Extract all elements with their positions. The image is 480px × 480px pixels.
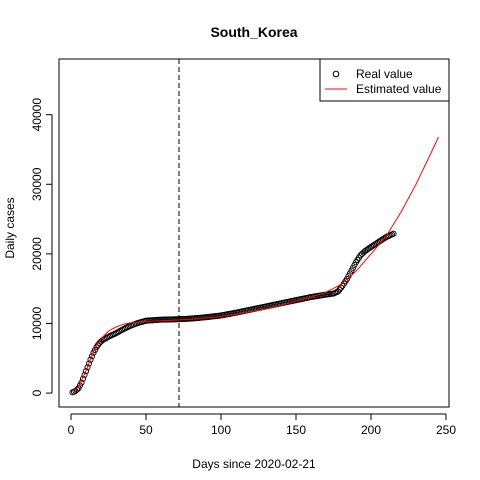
y-tick-label: 40000 <box>30 98 44 132</box>
x-tick-label: 0 <box>68 423 75 437</box>
data-point <box>372 240 379 248</box>
x-axis-label: Days since 2020-02-21 <box>192 457 316 471</box>
estimated-line <box>72 136 439 392</box>
x-tick-label: 150 <box>286 423 306 437</box>
plot-layer <box>69 59 439 407</box>
data-point <box>379 236 387 243</box>
data-point <box>87 356 94 363</box>
data-point <box>84 364 91 371</box>
data-point <box>367 243 375 250</box>
data-point <box>81 371 88 379</box>
data-point <box>82 368 90 375</box>
data-point <box>336 286 343 293</box>
data-point <box>334 288 342 295</box>
y-tick-label: 0 <box>30 389 44 396</box>
y-tick-label: 30000 <box>30 167 44 201</box>
x-tick-label: 200 <box>361 423 381 437</box>
x-tick-label: 250 <box>436 423 456 437</box>
data-point <box>88 353 96 360</box>
y-axis-label: Daily cases <box>3 197 17 258</box>
legend: Real value Estimated value <box>319 58 450 102</box>
data-point <box>85 360 93 367</box>
x-tick-label: 100 <box>211 423 231 437</box>
legend-box <box>319 58 450 102</box>
legend-marker-real <box>332 70 340 78</box>
data-point <box>373 239 381 247</box>
legend-label-estimated: Estimated value <box>356 82 442 96</box>
legend-label-real: Real value <box>356 67 413 81</box>
data-point <box>370 241 378 249</box>
data-point <box>337 284 345 291</box>
chart-title: South_Korea <box>210 24 297 40</box>
axis-layer: 0 50 100 150 200 250 0 10000 20000 30000 40000 <box>30 98 456 437</box>
plot-frame <box>58 58 450 408</box>
x-tick-label: 50 <box>139 423 153 437</box>
data-point <box>369 242 376 249</box>
data-point <box>366 244 373 252</box>
y-tick-label: 20000 <box>30 237 44 271</box>
data-point <box>390 230 397 237</box>
data-point <box>378 237 385 244</box>
y-tick-label: 10000 <box>30 306 44 340</box>
